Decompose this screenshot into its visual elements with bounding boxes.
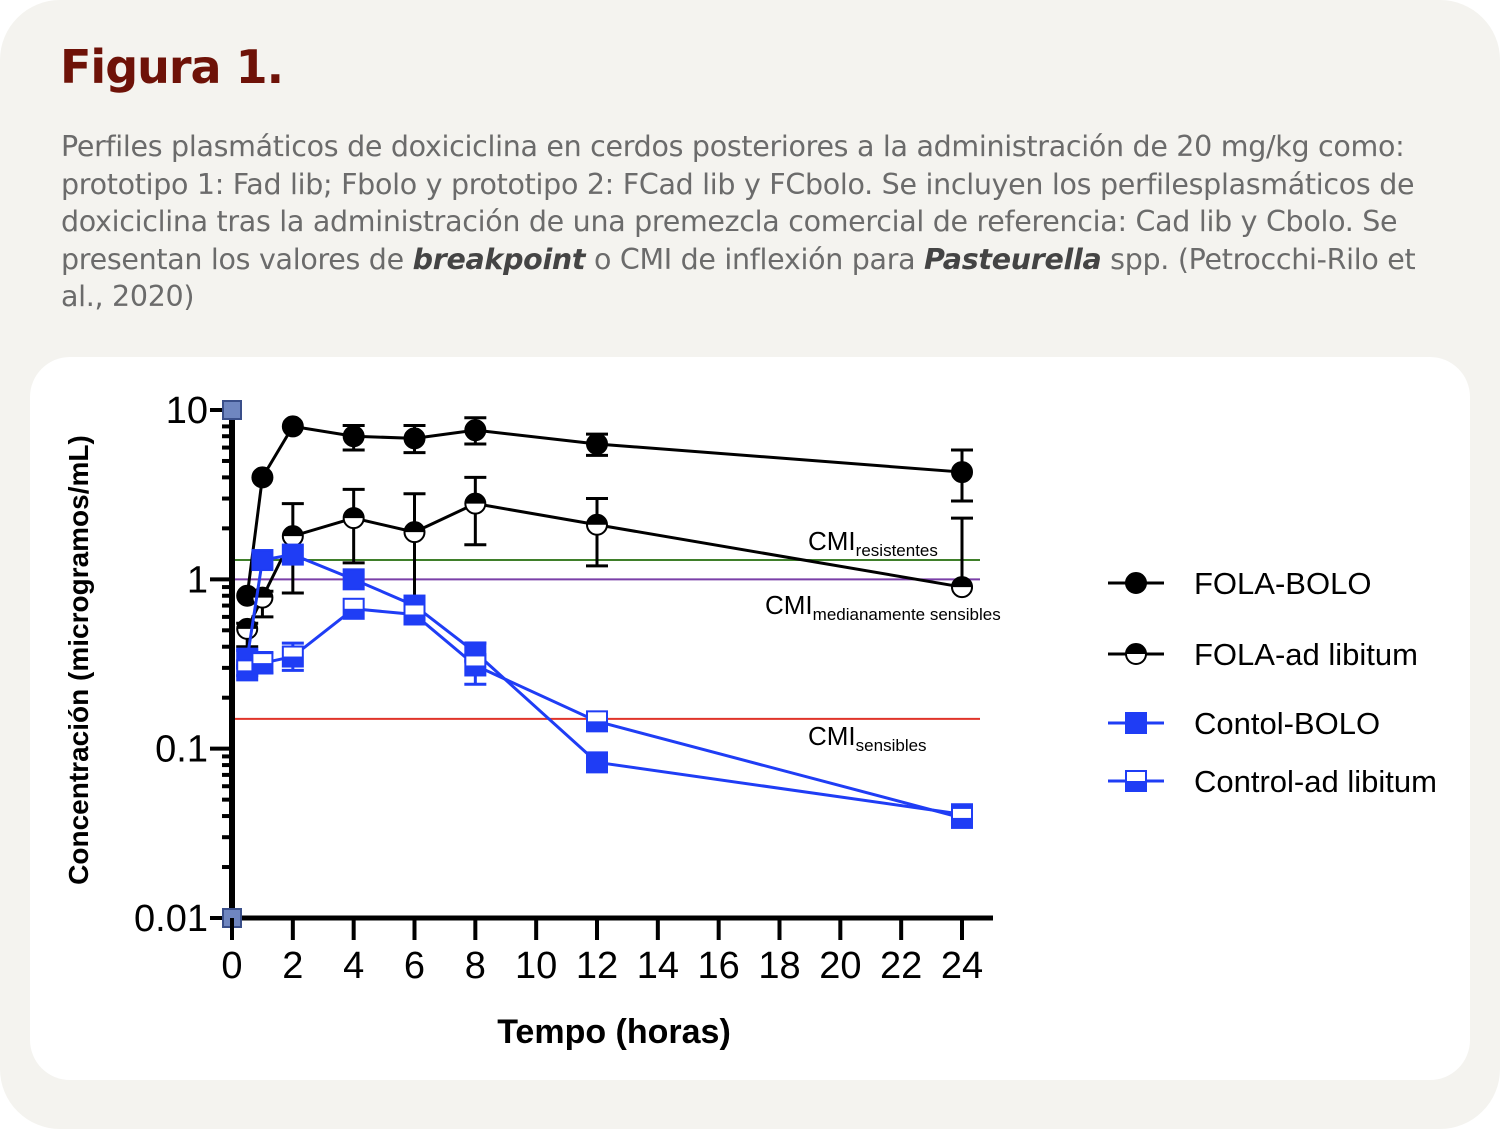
legend-marker-fill xyxy=(1126,644,1146,654)
caption-text: spp. (Petrocchi-Rilo et al., 2020) xyxy=(61,242,1416,314)
x-tick-label: 16 xyxy=(698,945,740,987)
data-point-fill xyxy=(465,493,486,504)
data-point-fill xyxy=(252,663,273,674)
x-tick-label: 8 xyxy=(465,945,486,987)
data-point-fill xyxy=(465,665,486,676)
caption-emphasis: breakpoint xyxy=(412,242,586,276)
x-tick-label: 6 xyxy=(404,945,425,987)
y-tick-label: 0.01 xyxy=(134,898,208,940)
y-tick-label: 0.1 xyxy=(155,729,208,771)
axis-end-marker xyxy=(222,400,242,420)
x-tick-label: 12 xyxy=(576,945,618,987)
data-point xyxy=(951,461,973,484)
data-point-fill xyxy=(587,721,607,732)
legend-item: FOLA-BOLO xyxy=(1108,566,1371,601)
y-axis-label: Concentración (microgramos/mL) xyxy=(63,435,94,885)
data-point-fill xyxy=(404,522,425,533)
legend-item: Control-ad libitum xyxy=(1108,764,1437,799)
caption-emphasis: Pasteurella xyxy=(924,242,1102,276)
data-point-fill xyxy=(343,508,364,519)
reference-label: CMIresistentes xyxy=(808,526,938,560)
figure-title: Figura 1. xyxy=(60,40,284,94)
x-tick-label: 14 xyxy=(637,945,679,987)
reference-label: CMIsensibles xyxy=(808,721,927,755)
y-tick-label: 1 xyxy=(187,559,208,601)
x-tick-label: 4 xyxy=(343,945,364,987)
data-point xyxy=(464,419,487,442)
x-tick-label: 20 xyxy=(819,945,861,987)
data-point xyxy=(342,568,365,591)
data-point-fill xyxy=(404,614,425,625)
data-point xyxy=(342,425,365,448)
y-tick-label: 10 xyxy=(166,390,208,432)
x-tick-label: 0 xyxy=(221,945,242,987)
data-point xyxy=(586,751,608,774)
series-control-ad-libitum xyxy=(236,597,973,829)
legend-label: FOLA-BOLO xyxy=(1194,566,1371,601)
data-point xyxy=(586,432,608,455)
x-tick-label: 18 xyxy=(758,945,800,987)
data-point xyxy=(251,466,274,489)
data-point-fill xyxy=(282,656,303,667)
legend-marker xyxy=(1125,712,1147,734)
series-fola-bolo xyxy=(236,415,973,607)
x-tick-label: 22 xyxy=(880,945,922,987)
series-contol-bolo xyxy=(236,543,973,826)
x-tick-label: 24 xyxy=(941,945,983,987)
reference-label: CMImedianamente sensibles xyxy=(765,590,1001,624)
data-point-fill xyxy=(343,608,364,619)
data-point xyxy=(403,427,426,450)
legend-item: FOLA-ad libitum xyxy=(1108,637,1418,672)
legend-label: Control-ad libitum xyxy=(1194,764,1437,799)
data-point-fill xyxy=(952,577,972,588)
x-tick-label: 10 xyxy=(515,945,557,987)
legend-label: FOLA-ad libitum xyxy=(1194,637,1418,672)
data-point xyxy=(281,543,304,566)
data-point-fill xyxy=(282,526,303,537)
series-line xyxy=(245,502,963,630)
figure-caption: Perfiles plasmáticos de doxiciclina en c… xyxy=(61,128,1441,316)
data-point xyxy=(251,549,274,572)
caption-text: Perfiles plasmáticos de doxiciclina en c… xyxy=(61,130,1415,276)
series-fola-ad-libitum xyxy=(236,475,973,649)
data-point-fill xyxy=(952,817,972,828)
data-point-fill xyxy=(237,670,258,681)
legend-label: Contol-BOLO xyxy=(1194,706,1380,741)
legend-marker xyxy=(1125,572,1147,594)
caption-text: o CMI de inflexión para xyxy=(585,242,925,276)
x-axis-label: Tempo (horas) xyxy=(497,1013,731,1051)
x-tick-label: 2 xyxy=(282,945,303,987)
data-point-fill xyxy=(587,514,607,525)
data-point xyxy=(281,415,304,438)
legend-marker-fill xyxy=(1126,781,1146,791)
legend-item: Contol-BOLO xyxy=(1108,706,1380,741)
series-line xyxy=(245,553,963,816)
